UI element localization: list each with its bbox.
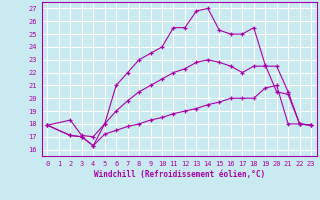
X-axis label: Windchill (Refroidissement éolien,°C): Windchill (Refroidissement éolien,°C) <box>94 170 265 179</box>
